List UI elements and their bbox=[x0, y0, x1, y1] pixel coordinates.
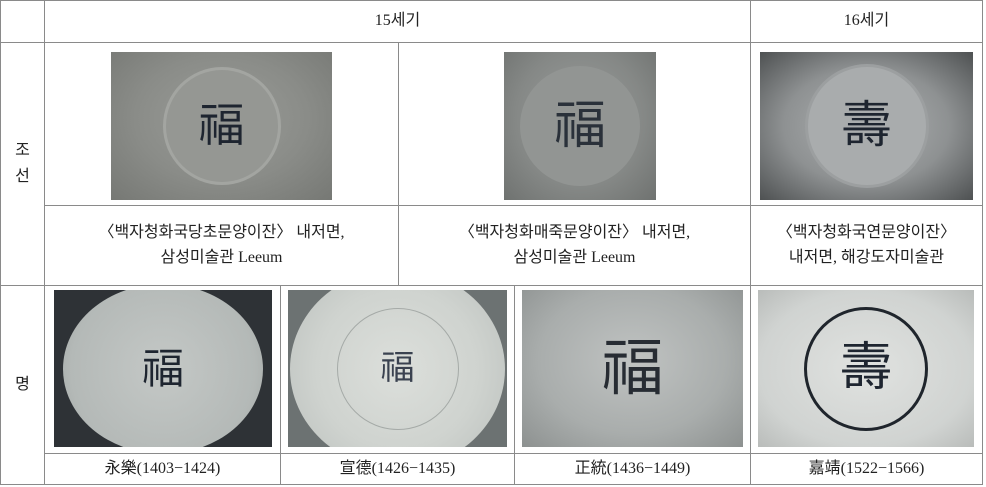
caption-cell: 正統(1436−1449) bbox=[514, 453, 751, 485]
photo: 福 bbox=[288, 290, 507, 447]
photo-glyph: 福 bbox=[553, 95, 606, 156]
photo: 福 bbox=[111, 52, 332, 200]
photo-glyph: 壽 bbox=[839, 338, 892, 399]
photo: 福 bbox=[54, 290, 272, 447]
photo-glyph: 福 bbox=[198, 98, 245, 153]
photo: 福 bbox=[522, 290, 743, 447]
plate-ring bbox=[336, 307, 459, 430]
image-cell: 福 bbox=[44, 42, 399, 206]
header-cell: 16세기 bbox=[750, 0, 983, 43]
row-label-cell: 조선 bbox=[0, 42, 45, 286]
image-cell: 壽 bbox=[750, 42, 983, 206]
caption-cell: 〈백자청화국연문양이잔〉 내저면, 해강도자미술관 bbox=[750, 205, 983, 286]
corner-cell bbox=[0, 0, 45, 43]
photo: 壽 bbox=[760, 52, 973, 200]
header-cell: 15세기 bbox=[44, 0, 751, 43]
caption-cell: 宣德(1426−1435) bbox=[280, 453, 515, 485]
plate bbox=[165, 70, 278, 182]
plate bbox=[520, 66, 640, 186]
caption-cell: 〈백자청화매죽문양이잔〉 내저면, 삼성미술관 Leeum bbox=[398, 205, 751, 286]
plate bbox=[807, 67, 926, 185]
photo: 福 bbox=[504, 52, 656, 200]
caption-cell: 永樂(1403−1424) bbox=[44, 453, 281, 485]
image-cell: 福 bbox=[280, 285, 515, 454]
row-label-cell: 명 bbox=[0, 285, 45, 485]
photo-glyph: 福 bbox=[380, 348, 415, 389]
plate bbox=[63, 290, 263, 447]
image-cell: 壽 bbox=[750, 285, 983, 454]
photo-glyph: 福 bbox=[141, 343, 184, 393]
image-cell: 福 bbox=[514, 285, 751, 454]
plate-ring bbox=[804, 306, 928, 431]
photo: 壽 bbox=[758, 290, 974, 447]
row-label: 조선 bbox=[15, 142, 30, 185]
image-cell: 福 bbox=[44, 285, 281, 454]
image-cell: 福 bbox=[398, 42, 751, 206]
photo-glyph: 壽 bbox=[841, 96, 892, 155]
caption-cell: 嘉靖(1522−1566) bbox=[750, 453, 983, 485]
photo-glyph: 福 bbox=[601, 331, 664, 405]
caption-cell: 〈백자청화국당초문양이잔〉 내저면, 삼성미술관 Leeum bbox=[44, 205, 399, 286]
row-label: 명 bbox=[15, 376, 30, 394]
